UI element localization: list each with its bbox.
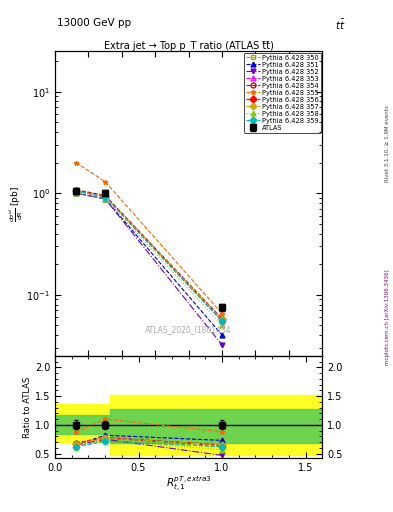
Title: Extra jet → Top p_T ratio (ATLAS t̄t̄): Extra jet → Top p_T ratio (ATLAS t̄t̄) — [104, 40, 274, 51]
X-axis label: $R_{t,1}^{pT,extra3}$: $R_{t,1}^{pT,extra3}$ — [166, 475, 211, 494]
Text: Rivet 3.1.10, ≥ 1.9M events: Rivet 3.1.10, ≥ 1.9M events — [385, 105, 389, 182]
Text: ATLAS_2020_I1801434: ATLAS_2020_I1801434 — [145, 326, 232, 334]
Text: 13000 GeV pp: 13000 GeV pp — [57, 18, 131, 28]
Text: mcplots.cern.ch [arXiv:1306.3436]: mcplots.cern.ch [arXiv:1306.3436] — [385, 270, 389, 365]
Y-axis label: Ratio to ATLAS: Ratio to ATLAS — [23, 376, 32, 438]
Y-axis label: $\frac{d\sigma^{id}}{dR}$ [pb]: $\frac{d\sigma^{id}}{dR}$ [pb] — [7, 185, 25, 222]
Legend: Pythia 6.428 350, Pythia 6.428 351, Pythia 6.428 352, Pythia 6.428 353, Pythia 6: Pythia 6.428 350, Pythia 6.428 351, Pyth… — [244, 53, 321, 133]
Text: $t\bar{t}$: $t\bar{t}$ — [335, 18, 346, 32]
